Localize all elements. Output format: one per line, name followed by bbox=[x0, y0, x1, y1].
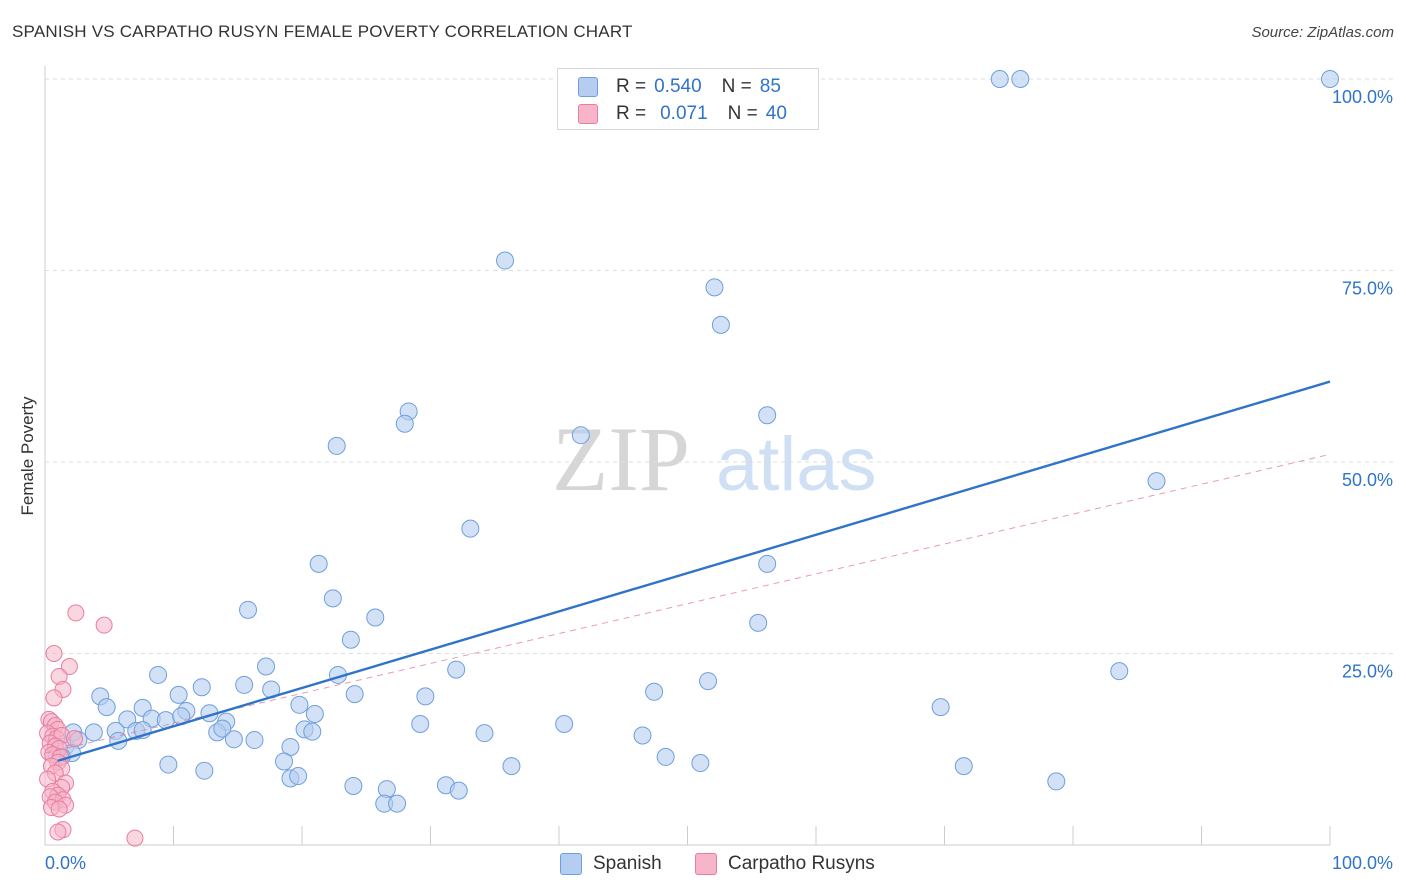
legend-r-label: R = bbox=[616, 76, 647, 97]
data-point-spanish bbox=[1321, 70, 1339, 88]
y-tick-label: 25.0% bbox=[1342, 662, 1393, 682]
data-point-spanish bbox=[1047, 772, 1066, 791]
legend-n-value-rusyn: 40 bbox=[765, 103, 787, 124]
data-point-rusyn bbox=[95, 616, 113, 634]
data-point-spanish bbox=[84, 723, 103, 742]
data-point-rusyn bbox=[60, 658, 78, 676]
data-point-spanish bbox=[571, 426, 590, 445]
data-point-rusyn bbox=[66, 730, 84, 748]
data-point-spanish bbox=[341, 630, 360, 649]
data-point-spanish bbox=[195, 761, 214, 780]
data-point-spanish bbox=[257, 657, 276, 676]
data-point-rusyn bbox=[45, 689, 63, 707]
data-point-spanish bbox=[345, 685, 364, 704]
data-point-spanish bbox=[758, 406, 777, 425]
bottom-legend-label-spanish: Spanish bbox=[593, 853, 662, 874]
data-point-spanish bbox=[213, 719, 232, 738]
trend-line-spanish bbox=[57, 380, 1331, 762]
y-tick-label: 75.0% bbox=[1342, 279, 1393, 299]
bottom-legend-label-rusyn: Carpatho Rusyns bbox=[728, 853, 875, 874]
data-point-spanish bbox=[656, 747, 675, 766]
data-point-spanish bbox=[97, 698, 116, 717]
data-point-rusyn bbox=[49, 823, 67, 841]
data-point-spanish bbox=[461, 519, 480, 538]
data-point-spanish bbox=[169, 685, 188, 704]
data-point-spanish bbox=[192, 678, 211, 697]
data-point-spanish bbox=[502, 757, 521, 776]
data-point-spanish bbox=[149, 665, 168, 684]
bottom-legend-spanish: Spanish bbox=[560, 852, 662, 876]
data-point-spanish bbox=[1011, 70, 1030, 88]
data-point-spanish bbox=[1110, 662, 1129, 681]
data-point-spanish bbox=[327, 436, 346, 455]
legend-n-value-spanish: 85 bbox=[759, 76, 781, 97]
data-point-spanish bbox=[305, 705, 324, 724]
data-point-spanish bbox=[749, 613, 768, 632]
legend-n-label: N = bbox=[727, 103, 758, 124]
y-tick-label: 50.0% bbox=[1342, 470, 1393, 490]
data-point-spanish bbox=[931, 698, 950, 717]
data-point-spanish bbox=[990, 70, 1009, 88]
data-point-spanish bbox=[645, 682, 664, 701]
data-point-spanish bbox=[395, 414, 414, 433]
legend-swatch-rusyn bbox=[578, 104, 598, 124]
legend-r-value-rusyn: 0.071 bbox=[660, 103, 708, 124]
data-point-spanish bbox=[1147, 472, 1166, 491]
data-point-spanish bbox=[475, 724, 494, 743]
data-point-spanish bbox=[449, 781, 468, 800]
legend-row-spanish: R = 0.540 N = 85 bbox=[578, 75, 781, 99]
legend-row-rusyn: R = 0.071 N = 40 bbox=[578, 102, 787, 126]
data-point-spanish bbox=[323, 589, 342, 608]
bottom-legend-rusyn: Carpatho Rusyns bbox=[695, 852, 875, 876]
watermark-zip: ZIP bbox=[552, 408, 690, 510]
data-point-spanish bbox=[699, 672, 718, 691]
data-point-spanish bbox=[239, 600, 258, 619]
data-point-spanish bbox=[366, 608, 385, 627]
data-point-spanish bbox=[224, 730, 243, 749]
data-point-spanish bbox=[447, 660, 466, 679]
legend-r-label: R = bbox=[616, 103, 647, 124]
bottom-legend-swatch-spanish bbox=[560, 853, 582, 875]
data-point-spanish bbox=[235, 675, 254, 694]
data-point-spanish bbox=[711, 315, 730, 334]
data-point-spanish bbox=[388, 794, 407, 813]
data-point-spanish bbox=[691, 754, 710, 773]
data-point-spanish bbox=[758, 554, 777, 573]
data-point-spanish bbox=[303, 722, 322, 741]
data-point-spanish bbox=[159, 755, 178, 774]
data-point-spanish bbox=[275, 752, 294, 771]
legend-r-value-spanish: 0.540 bbox=[654, 76, 702, 97]
data-point-spanish bbox=[555, 714, 574, 733]
data-point-spanish bbox=[344, 777, 363, 796]
data-point-rusyn bbox=[50, 800, 68, 818]
data-point-spanish bbox=[416, 687, 435, 706]
data-point-spanish bbox=[411, 714, 430, 733]
legend-swatch-spanish bbox=[578, 77, 598, 97]
data-point-spanish bbox=[496, 251, 515, 270]
x-tick-label: 0.0% bbox=[45, 853, 86, 873]
watermark-atlas: atlas bbox=[716, 422, 877, 507]
data-point-spanish bbox=[309, 554, 328, 573]
data-point-spanish bbox=[705, 278, 724, 297]
y-tick-label: 100.0% bbox=[1332, 87, 1393, 107]
data-point-rusyn bbox=[126, 829, 144, 847]
legend: R = 0.540 N = 85 R = 0.071 N = 40 bbox=[557, 68, 819, 130]
data-point-spanish bbox=[245, 731, 264, 750]
source-label: Source: ZipAtlas.com bbox=[1251, 24, 1394, 41]
data-point-rusyn bbox=[67, 604, 85, 622]
legend-n-label: N = bbox=[721, 76, 752, 97]
data-point-spanish bbox=[289, 767, 308, 786]
data-point-spanish bbox=[290, 695, 309, 714]
data-point-rusyn bbox=[45, 645, 63, 662]
x-tick-label: 100.0% bbox=[1332, 853, 1393, 873]
data-point-spanish bbox=[633, 726, 652, 745]
data-point-spanish bbox=[954, 757, 973, 776]
bottom-legend-swatch-rusyn bbox=[695, 853, 717, 875]
chart-title: SPANISH VS CARPATHO RUSYN FEMALE POVERTY… bbox=[12, 22, 633, 41]
